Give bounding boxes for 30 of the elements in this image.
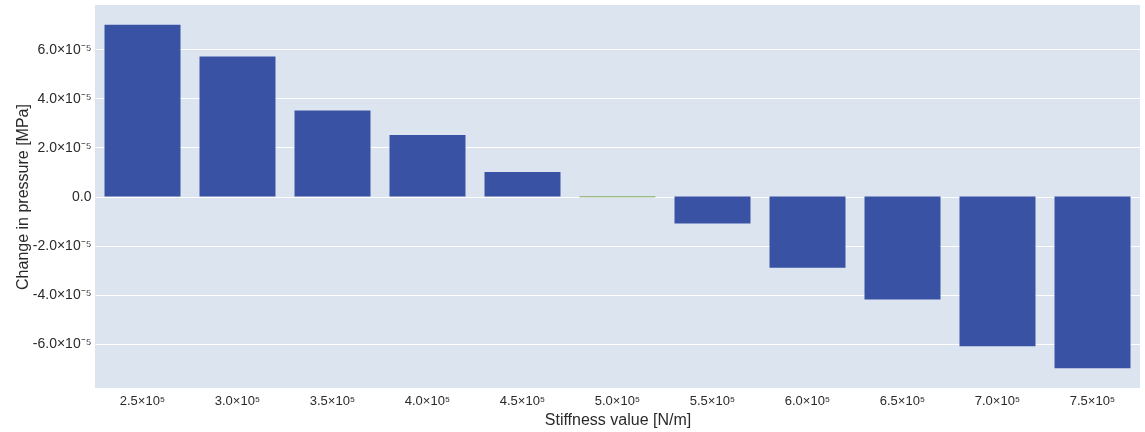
bar [294,110,371,197]
bar [199,56,276,197]
x-tick-label: 2.5×10⁵ [119,392,166,408]
x-tick-label: 4.5×10⁵ [499,392,546,408]
bar [674,196,751,224]
x-tick-label: 4.0×10⁵ [404,392,451,408]
x-axis-title: Stiffness value [N/m] [544,410,692,428]
x-tick-label: 6.5×10⁵ [879,392,926,408]
x-tick-label: 7.0×10⁵ [974,392,1021,408]
y-tick-label: 0.0 [72,188,92,204]
y-tick-label: 6.0×10⁻⁵ [37,40,92,57]
y-axis-title: Change in pressure [MPa] [13,104,31,290]
x-tick-label: 6.0×10⁵ [784,392,831,408]
y-tick-label: -2.0×10⁻⁵ [32,237,92,254]
x-tick-label: 5.0×10⁵ [594,392,641,408]
x-tick-label: 5.5×10⁵ [689,392,736,408]
x-tick-label: 3.0×10⁵ [214,392,261,408]
y-tick-label: -6.0×10⁻⁵ [32,335,92,352]
bar [1054,196,1131,369]
y-tick-label: 4.0×10⁻⁵ [37,89,92,106]
bar [484,171,561,197]
y-tick-label: 2.0×10⁻⁵ [37,138,92,155]
bar [769,196,846,268]
x-tick-label: 3.5×10⁵ [309,392,356,408]
x-tick-label: 7.5×10⁵ [1069,392,1116,408]
bar [959,196,1036,347]
bar [864,196,941,300]
bar [104,24,181,197]
bar [389,135,466,197]
y-tick-label: -4.0×10⁻⁵ [32,286,92,303]
